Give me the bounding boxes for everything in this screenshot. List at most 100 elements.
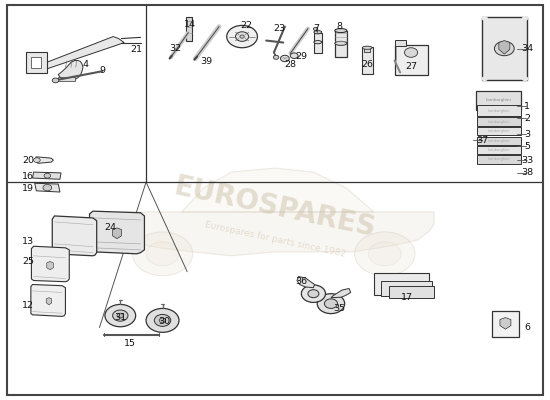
Text: 28: 28 [284, 60, 296, 69]
Circle shape [240, 35, 244, 38]
Polygon shape [35, 183, 60, 192]
Circle shape [481, 76, 488, 81]
Polygon shape [499, 40, 510, 54]
Bar [476, 91, 521, 110]
Text: 31: 31 [114, 313, 126, 322]
Text: 1: 1 [524, 102, 530, 111]
Polygon shape [32, 172, 61, 179]
Circle shape [280, 55, 289, 62]
Circle shape [308, 290, 319, 298]
Ellipse shape [314, 30, 322, 34]
Polygon shape [500, 318, 511, 329]
Text: 33: 33 [521, 156, 534, 165]
Text: 35: 35 [334, 304, 346, 313]
Text: 5: 5 [524, 142, 530, 151]
Circle shape [404, 48, 417, 57]
Polygon shape [113, 228, 122, 239]
Text: 30: 30 [158, 317, 170, 326]
Text: 15: 15 [124, 339, 136, 348]
Circle shape [301, 285, 326, 302]
Bar [388, 286, 433, 298]
Bar [477, 128, 521, 136]
Polygon shape [297, 276, 315, 288]
Circle shape [113, 310, 128, 321]
Text: 8: 8 [337, 22, 343, 31]
Text: 37: 37 [476, 136, 488, 145]
Circle shape [52, 78, 59, 83]
Ellipse shape [314, 40, 322, 44]
Circle shape [494, 41, 514, 56]
Bar [394, 40, 405, 46]
Circle shape [235, 32, 249, 41]
Text: 34: 34 [521, 44, 534, 53]
Text: 2: 2 [524, 114, 530, 123]
Ellipse shape [362, 46, 372, 49]
Polygon shape [58, 60, 83, 80]
Text: 39: 39 [200, 57, 212, 66]
Text: 29: 29 [295, 52, 307, 61]
Text: 24: 24 [104, 224, 117, 232]
Text: 7: 7 [313, 24, 319, 33]
Circle shape [317, 294, 345, 314]
Bar [335, 31, 347, 57]
Circle shape [368, 242, 401, 266]
Circle shape [43, 184, 52, 191]
Circle shape [324, 299, 338, 308]
Polygon shape [31, 36, 124, 72]
Text: 25: 25 [22, 257, 34, 266]
Text: Lamborghini: Lamborghini [488, 120, 510, 124]
Polygon shape [52, 216, 97, 256]
Circle shape [105, 304, 136, 327]
Circle shape [522, 76, 529, 81]
Bar [362, 47, 373, 74]
Polygon shape [186, 17, 191, 40]
Circle shape [34, 158, 40, 162]
Circle shape [160, 318, 166, 323]
Circle shape [290, 53, 298, 58]
Text: Lamborghini: Lamborghini [488, 139, 510, 143]
Bar [314, 32, 322, 52]
Text: 27: 27 [405, 62, 417, 71]
Polygon shape [31, 246, 69, 282]
Bar [382, 280, 432, 296]
Bar [374, 273, 428, 295]
Circle shape [314, 28, 318, 30]
Text: 23: 23 [273, 24, 285, 33]
Text: Lamborghini: Lamborghini [488, 130, 510, 134]
Circle shape [44, 173, 51, 178]
Circle shape [117, 313, 124, 318]
Polygon shape [482, 17, 527, 80]
Text: 32: 32 [169, 44, 181, 53]
Bar [477, 118, 521, 126]
Text: EUROSPARES: EUROSPARES [172, 173, 378, 243]
Text: 38: 38 [521, 168, 534, 177]
Bar [492, 312, 519, 337]
Polygon shape [122, 212, 434, 256]
Bar [477, 105, 521, 116]
Text: 6: 6 [524, 323, 530, 332]
Polygon shape [47, 261, 53, 270]
Circle shape [481, 16, 488, 21]
Circle shape [522, 16, 529, 21]
Circle shape [155, 314, 170, 326]
Text: 20: 20 [22, 156, 34, 165]
Bar [26, 52, 47, 74]
Polygon shape [331, 288, 351, 298]
Text: 26: 26 [361, 60, 373, 69]
Circle shape [146, 308, 179, 332]
Bar [31, 56, 41, 68]
Polygon shape [31, 284, 65, 316]
Ellipse shape [335, 41, 347, 45]
Text: 21: 21 [131, 45, 143, 54]
Text: Lamborghini: Lamborghini [486, 98, 512, 102]
Text: 36: 36 [295, 277, 307, 286]
Polygon shape [46, 298, 52, 305]
Text: 4: 4 [82, 60, 89, 69]
Bar [58, 77, 75, 81]
Text: 9: 9 [99, 66, 105, 75]
Text: Lamborghini: Lamborghini [488, 148, 510, 152]
Circle shape [355, 232, 415, 276]
Circle shape [273, 55, 279, 59]
Circle shape [146, 242, 179, 266]
Text: Lamborghini: Lamborghini [488, 109, 510, 113]
